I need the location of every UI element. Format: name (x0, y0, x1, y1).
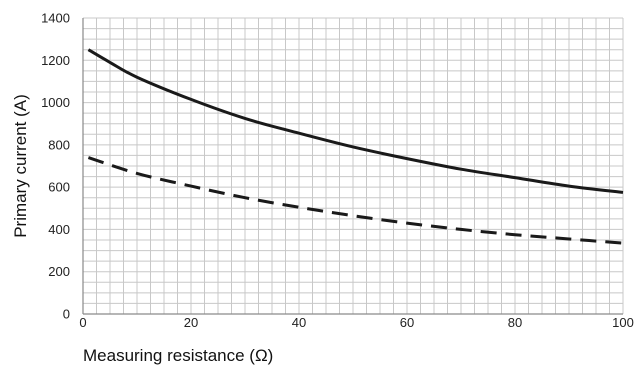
axes (82, 18, 623, 315)
y-tick-labels: 0 200 400 600 800 1000 1200 1400 (41, 11, 70, 322)
y-tick-label: 400 (48, 222, 70, 237)
y-tick-label: 1400 (41, 11, 70, 26)
y-tick-label: 1000 (41, 95, 70, 110)
dashed-series-line (87, 156, 624, 245)
y-tick-label: 1200 (41, 53, 70, 68)
x-tick-label: 60 (400, 315, 414, 330)
y-axis-title: Primary current (A) (11, 94, 30, 238)
grid (82, 17, 624, 315)
y-tick-label: 200 (48, 264, 70, 279)
x-tick-label: 100 (612, 315, 634, 330)
series-lines (87, 48, 624, 245)
x-tick-label: 0 (79, 315, 86, 330)
x-tick-label: 20 (184, 315, 198, 330)
x-tick-labels: 0 20 40 60 80 100 (79, 315, 633, 330)
y-tick-label: 800 (48, 137, 70, 152)
y-tick-label: 600 (48, 180, 70, 195)
x-axis-title: Measuring resistance (Ω) (83, 346, 273, 365)
solid-series-line (87, 48, 624, 194)
y-tick-label: 0 (63, 307, 70, 322)
x-tick-label: 40 (292, 315, 306, 330)
x-tick-label: 80 (508, 315, 522, 330)
